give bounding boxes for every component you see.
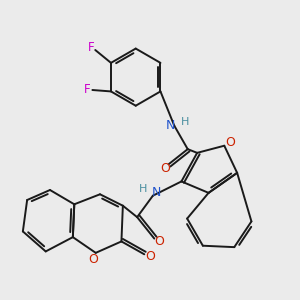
Text: O: O xyxy=(160,162,170,175)
Text: O: O xyxy=(226,136,236,149)
Text: O: O xyxy=(145,250,155,263)
Text: H: H xyxy=(139,184,147,194)
Text: F: F xyxy=(84,83,91,96)
Text: F: F xyxy=(88,40,94,54)
Text: N: N xyxy=(152,186,161,200)
Text: O: O xyxy=(88,253,98,266)
Text: O: O xyxy=(154,235,164,248)
Text: N: N xyxy=(166,119,176,132)
Text: H: H xyxy=(181,117,189,127)
